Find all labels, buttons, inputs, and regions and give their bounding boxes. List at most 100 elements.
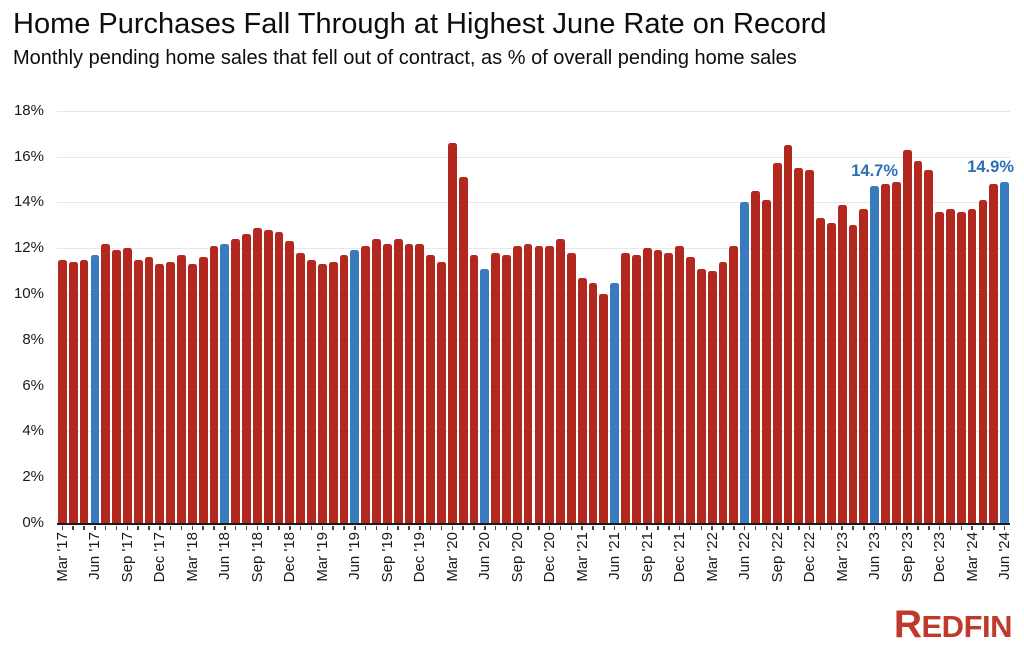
bar-annotation: 14.7% <box>851 162 899 181</box>
x-tick-label: Mar '22 <box>703 532 721 582</box>
bar-apr-23 <box>848 225 858 523</box>
bar-aug-20 <box>502 255 511 523</box>
axis-tick <box>873 525 876 530</box>
bar-aug-21 <box>631 255 641 523</box>
axis-tick <box>982 525 984 530</box>
bar-jan-21 <box>556 239 565 523</box>
axis-tick <box>462 525 464 530</box>
x-tick-label: Sep '23 <box>898 532 916 583</box>
axis-tick <box>993 525 995 530</box>
bar-jun-21 <box>610 282 620 523</box>
bar-apr-20 <box>458 177 468 523</box>
axis-tick <box>505 525 508 530</box>
axis-tick <box>570 525 573 530</box>
axis-tick <box>711 525 713 530</box>
bar-jul-22 <box>751 190 760 523</box>
x-tick-label: Mar '17 <box>53 532 71 582</box>
y-tick-label: 16% <box>13 147 44 165</box>
bar-oct-18 <box>263 229 273 523</box>
x-tick-label: Jun '18 <box>216 532 234 580</box>
axis-tick <box>104 525 107 530</box>
axis-tick <box>581 525 583 530</box>
x-tick-label: Sep '21 <box>638 532 656 583</box>
x-tick-label: Jun '19 <box>346 532 364 580</box>
x-tick-label: Mar '18 <box>183 532 201 582</box>
axis-tick <box>289 525 291 530</box>
axis-tick <box>613 525 616 530</box>
axis-tick <box>440 525 443 530</box>
axis-tick <box>819 525 822 530</box>
x-tick-label: Jun '24 <box>996 532 1014 580</box>
x-tick-label: Mar '23 <box>833 532 851 582</box>
axis-tick <box>169 525 172 530</box>
bar-mar-20 <box>447 142 457 523</box>
axis-tick <box>678 525 681 530</box>
bar-jun-23 <box>870 186 880 523</box>
x-axis-line <box>57 523 1010 525</box>
axis-tick <box>960 525 963 530</box>
axis-tick <box>722 525 724 530</box>
axis-tick <box>61 525 64 530</box>
axis-tick <box>386 525 389 530</box>
bar-feb-19 <box>307 259 316 523</box>
bar-jul-18 <box>231 239 241 523</box>
redfin-logo: R EDFIN <box>894 603 1013 647</box>
axis-tick <box>419 525 421 530</box>
axis-tick <box>278 525 280 530</box>
axis-tick <box>928 525 930 530</box>
bar-may-22 <box>729 245 739 523</box>
x-tick-label: Sep '18 <box>248 532 266 583</box>
y-tick-label: 2% <box>22 468 44 486</box>
axis-tick <box>451 525 454 530</box>
bar-jul-21 <box>621 252 630 523</box>
bar-jun-19 <box>350 250 360 523</box>
x-tick-label: Mar '24 <box>963 532 981 582</box>
axis-tick <box>148 525 150 530</box>
axis-tick <box>429 525 432 530</box>
bar-aug-22 <box>761 200 771 523</box>
axis-tick <box>624 525 627 530</box>
axis-tick <box>527 525 529 530</box>
bar-dec-21 <box>675 245 685 523</box>
bar-dec-20 <box>545 245 555 523</box>
bar-nov-19 <box>404 243 414 523</box>
axis-tick <box>321 525 324 530</box>
x-tick-label: Dec '22 <box>801 532 819 583</box>
y-tick-label: 12% <box>13 239 44 257</box>
axis-tick <box>938 525 941 530</box>
x-tick-label: Dec '21 <box>671 532 689 583</box>
axis-tick <box>354 525 356 530</box>
bar-aug-19 <box>372 239 381 523</box>
bar-mar-18 <box>187 264 197 523</box>
axis-tick <box>646 525 648 530</box>
bar-feb-23 <box>826 223 836 523</box>
bar-feb-24 <box>956 211 966 523</box>
axis-tick <box>159 525 161 530</box>
bar-nov-17 <box>144 257 154 523</box>
bar-dec-23 <box>935 211 944 523</box>
axis-tick <box>841 525 843 530</box>
y-tick-label: 10% <box>13 285 44 302</box>
axis-tick <box>733 525 735 530</box>
bar-may-23 <box>859 209 869 523</box>
axis-tick <box>743 525 746 530</box>
bar-dec-22 <box>805 170 815 523</box>
bar-jan-24 <box>946 209 955 523</box>
bar-jan-23 <box>816 218 825 523</box>
axis-tick <box>494 525 497 530</box>
gridline <box>57 477 1010 479</box>
bar-feb-20 <box>437 261 446 523</box>
bar-apr-18 <box>198 257 208 523</box>
bar-sep-19 <box>382 243 392 523</box>
bar-jan-20 <box>426 255 436 523</box>
axis-tick <box>115 525 118 530</box>
bar-jan-19 <box>296 252 306 523</box>
gridline <box>57 294 1010 295</box>
bar-may-20 <box>469 255 479 523</box>
bar-nov-20 <box>534 245 544 523</box>
bar-apr-24 <box>978 200 988 523</box>
y-tick-label: 6% <box>22 376 44 394</box>
bar-may-18 <box>209 245 219 523</box>
axis-tick <box>299 525 302 530</box>
